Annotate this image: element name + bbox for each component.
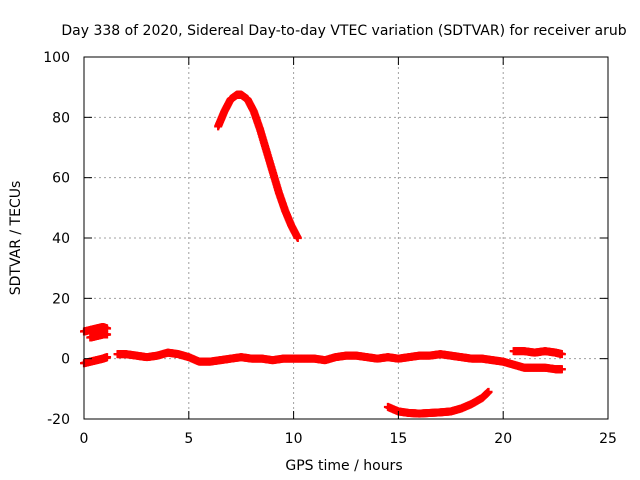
data-point [557, 350, 566, 359]
x-tick-label: 15 [389, 431, 407, 447]
data-points [80, 90, 566, 418]
y-tick-label: 100 [43, 50, 70, 66]
x-tick-label: 5 [184, 431, 193, 447]
data-point [103, 330, 112, 339]
series-arc-start-mid [86, 330, 112, 342]
x-tick-label: 10 [285, 431, 303, 447]
series-arc-high [214, 90, 302, 242]
y-tick-label: 40 [52, 231, 70, 247]
series-arc-end-upper [509, 347, 566, 359]
y-tick-label: -20 [47, 412, 70, 428]
x-axis-label: GPS time / hours [285, 458, 402, 474]
data-point [103, 353, 112, 362]
data-point [484, 387, 493, 396]
chart-title: Day 338 of 2020, Sidereal Day-to-day VTE… [61, 23, 626, 39]
y-tick-label: 80 [52, 110, 70, 126]
y-tick-label: 60 [52, 171, 70, 187]
series-arc-main [113, 348, 566, 374]
data-point [293, 234, 302, 242]
x-tick-label: 20 [494, 431, 512, 447]
x-tick-label: 25 [599, 431, 617, 447]
y-tick-label: 0 [61, 352, 70, 368]
series-arc-start-upper [80, 322, 112, 336]
data-point [557, 365, 566, 374]
x-tick-label: 0 [80, 431, 89, 447]
axis-ticks: 0 5 10 15 20 25 -20 0 20 40 60 80 100 [43, 50, 617, 447]
series-arc-start-base [80, 353, 112, 368]
series-arc-low [383, 387, 493, 418]
y-tick-label: 20 [52, 291, 70, 307]
y-axis-label: SDTVAR / TECUs [8, 181, 24, 296]
